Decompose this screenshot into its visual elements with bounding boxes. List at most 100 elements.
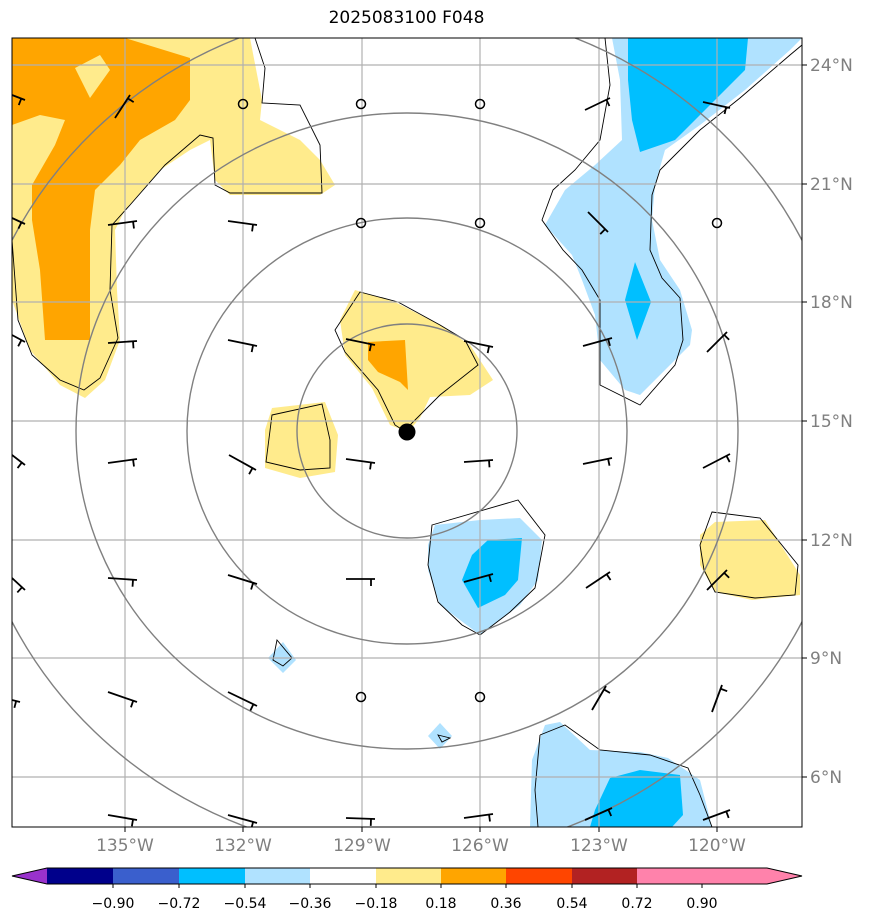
- negative-anomaly-se-core: [590, 770, 683, 827]
- wind-barb-tick: [16, 586, 23, 594]
- wind-barb-tick: [607, 809, 613, 817]
- positive-anomaly-center-core: [368, 340, 408, 390]
- positive-anomaly-east: [700, 520, 800, 600]
- lat-label-6n: 6°N: [810, 768, 842, 788]
- lat-label-21n: 21°N: [810, 175, 853, 195]
- colorbar-label: 0.54: [556, 896, 587, 912]
- wind-barb-tick: [248, 467, 254, 475]
- wind-barb-tick: [17, 339, 23, 347]
- wind-barb: [12, 577, 26, 591]
- wind-barb-tick: [250, 345, 254, 353]
- wind-barb-tick: [17, 221, 23, 230]
- lat-label-9n: 9°N: [810, 649, 842, 669]
- wind-barb: [345, 458, 376, 464]
- lat-label-18n: 18°N: [810, 293, 853, 313]
- lat-label-15n: 15°N: [810, 412, 853, 432]
- wind-barb: [12, 217, 26, 225]
- colorbar-segment: [245, 868, 310, 884]
- colorbar-segment: [506, 868, 572, 884]
- lon-label-123w: 123°W: [570, 836, 628, 856]
- wind-barb: [227, 574, 258, 585]
- wind-barb: [107, 458, 138, 464]
- colorbar-segment: [376, 868, 441, 884]
- calm-wind-marker: [355, 691, 367, 703]
- calm-wind-marker: [474, 691, 486, 703]
- wind-barb-tick: [723, 334, 730, 341]
- wind-barb: [582, 457, 613, 465]
- colorbar-label: 0.90: [686, 896, 717, 912]
- positive-anomaly-nw-core: [12, 38, 190, 340]
- wind-barb: [12, 454, 26, 466]
- wind-barb: [463, 340, 494, 348]
- map-field: [12, 38, 802, 827]
- calm-wind-marker: [711, 217, 723, 229]
- wind-barb: [227, 220, 258, 226]
- lon-label-120w: 120°W: [688, 836, 746, 856]
- colorbar-segment: [310, 868, 376, 884]
- colorbar-segment: [572, 868, 637, 884]
- negative-anomaly-ne-core: [628, 38, 748, 152]
- colorbar-label: 0.72: [621, 896, 652, 912]
- wind-barb: [584, 807, 613, 821]
- range-rings: [12, 38, 802, 827]
- map-frame: [11, 37, 803, 828]
- colorbar-label: −0.90: [92, 896, 135, 912]
- wind-barb: [228, 454, 257, 471]
- colorbar-label: −0.72: [158, 896, 201, 912]
- range-ring-200km: [296, 323, 518, 539]
- wind-barb-tick: [488, 814, 491, 822]
- lon-label-135w: 135°W: [96, 836, 154, 856]
- wind-barb-tick: [249, 703, 255, 711]
- positive-anomaly-nw-gap: [75, 55, 110, 98]
- negative-anomaly-ne: [545, 38, 802, 395]
- lon-label-129w: 129°W: [333, 836, 391, 856]
- wind-barb-tick: [603, 688, 611, 694]
- wind-barb: [107, 691, 138, 703]
- wind-barb: [12, 334, 26, 343]
- colorbar-outline: [11, 867, 803, 885]
- negative-anomaly-south-core: [462, 538, 522, 608]
- lat-label-24n: 24°N: [810, 56, 853, 76]
- wind-barb-tick: [132, 221, 135, 229]
- negative-anomaly-small-2: [428, 723, 452, 749]
- latitude-labels: 24°N 21°N 18°N 15°N 12°N 9°N 6°N: [802, 56, 853, 788]
- positive-anomaly-west: [265, 402, 338, 478]
- colorbar: −0.90 −0.72 −0.54 −0.36 −0.18 0.18 0.36 …: [11, 867, 803, 912]
- wind-barb-tick: [723, 572, 730, 579]
- wind-barb: [702, 453, 731, 469]
- wind-barb-tick: [250, 582, 255, 590]
- wind-barb-tick: [127, 97, 135, 103]
- colorbar-label: 0.36: [490, 896, 521, 912]
- wind-barb-tick: [13, 700, 17, 709]
- wind-barb-tick: [130, 700, 135, 708]
- negative-anomaly-ne-core2: [625, 262, 651, 340]
- wind-barb-tick: [17, 98, 23, 106]
- wind-barb-tick: [132, 459, 135, 467]
- wind-barb-tick: [725, 811, 730, 819]
- wind-barb: [227, 691, 258, 707]
- wind-barbs: [12, 94, 731, 827]
- colorbar-segment: [47, 868, 113, 884]
- calm-wind-marker: [474, 98, 486, 110]
- wind-barb-tick: [605, 573, 612, 581]
- calm-wind-marker: [355, 98, 367, 110]
- colorbar-segment: [179, 868, 245, 884]
- wind-barb: [463, 573, 494, 583]
- wind-barb: [711, 684, 723, 713]
- graticule: [12, 38, 802, 827]
- wind-barb-tick: [723, 106, 727, 115]
- colorbar-segment: [441, 868, 506, 884]
- wind-barb: [227, 814, 258, 824]
- wind-barb: [345, 817, 376, 820]
- longitude-labels: 135°W 132°W 129°W 126°W 123°W 120°W: [96, 827, 746, 856]
- lat-label-12n: 12°N: [810, 531, 853, 551]
- calm-wind-marker: [474, 217, 486, 229]
- calm-wind-marker: [237, 98, 249, 110]
- wind-barb-tick: [16, 462, 23, 469]
- colorbar-segment: [637, 868, 702, 884]
- wind-barb-tick: [130, 819, 134, 827]
- range-ring-400km: [186, 217, 628, 645]
- wind-barb: [107, 814, 138, 821]
- colorbar-label: 0.18: [425, 896, 456, 912]
- wind-barb: [12, 94, 26, 101]
